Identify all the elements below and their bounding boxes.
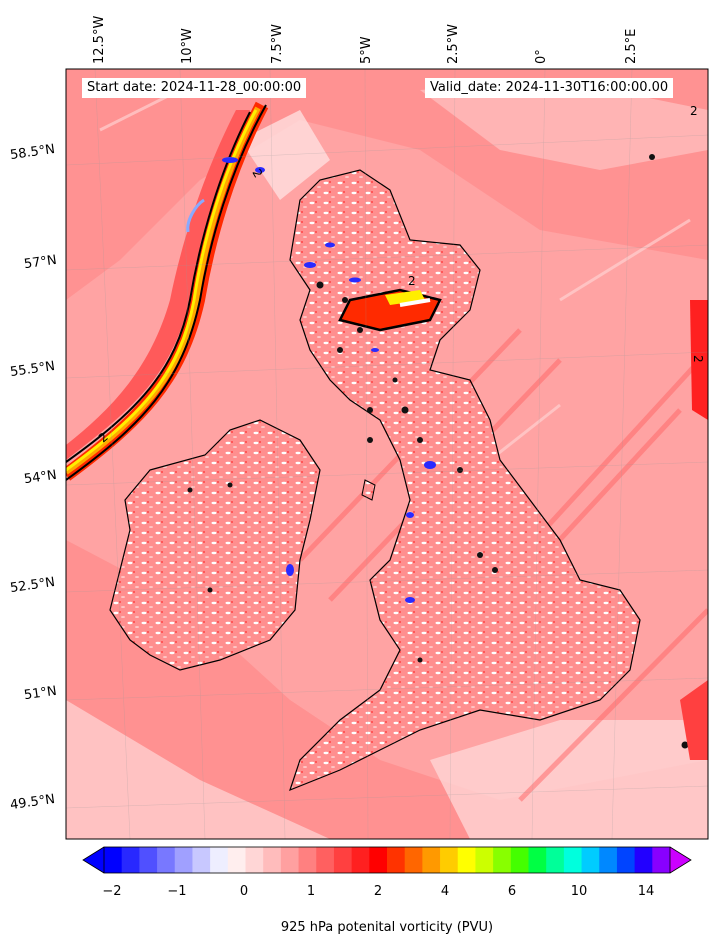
colorbar-swatch xyxy=(563,847,583,873)
colorbar-swatch xyxy=(245,847,264,873)
colorbar-swatch xyxy=(174,847,193,873)
colorbar-swatch xyxy=(227,847,246,873)
colorbar-tick-label: 6 xyxy=(507,884,517,899)
colorbar xyxy=(82,846,692,874)
valid-date-label: Valid_date: 2024-11-30T16:00:00.00 xyxy=(425,78,674,98)
colorbar-swatch xyxy=(121,847,140,873)
colorbar-swatch xyxy=(263,847,282,873)
colorbar-tick-label: 4 xyxy=(440,884,450,899)
lon-label-5w: 5°W xyxy=(359,36,374,64)
colorbar-swatch xyxy=(422,847,441,873)
colorbar-swatch xyxy=(616,847,636,873)
contour-label: 2 xyxy=(691,355,705,363)
colorbar-title: 925 hPa potenital vorticity (PVU) xyxy=(280,920,494,935)
colorbar-tick-label: −2 xyxy=(102,884,122,899)
colorbar-tick-label: −1 xyxy=(167,884,187,899)
colorbar-swatch xyxy=(157,847,176,873)
colorbar-swatch xyxy=(581,847,600,873)
map-border xyxy=(65,68,709,840)
colorbar-swatch xyxy=(528,847,547,873)
colorbar-swatch xyxy=(457,847,476,873)
ireland-outline xyxy=(109,419,321,671)
colorbar-swatch xyxy=(139,847,158,873)
colorbar-swatch xyxy=(404,847,423,873)
colorbar-swatch xyxy=(351,847,370,873)
colorbar-swatch xyxy=(652,847,671,873)
colorbar-swatch xyxy=(634,847,653,873)
colorbar-under-triangle xyxy=(83,847,104,873)
colorbar-swatch xyxy=(493,847,512,873)
colorbar-swatch xyxy=(298,847,317,873)
colorbar-swatch xyxy=(333,847,353,873)
lon-label-10w: 10°W xyxy=(180,28,195,64)
colorbar-swatch xyxy=(369,847,388,873)
colorbar-swatch xyxy=(210,847,229,873)
colorbar-tick-label: 2 xyxy=(373,884,383,899)
colorbar-swatch xyxy=(316,847,335,873)
colorbar-swatch xyxy=(546,847,565,873)
colorbar-swatch xyxy=(440,847,459,873)
colorbar-swatch xyxy=(475,847,494,873)
lon-label-2-5w: 2.5°W xyxy=(446,23,461,64)
lon-label-12-5w: 12.5°W xyxy=(92,15,107,64)
lon-label-0: 0° xyxy=(534,49,549,64)
colorbar-swatch xyxy=(104,847,123,873)
colorbar-tick-label: 10 xyxy=(570,884,588,899)
colorbar-swatch xyxy=(599,847,618,873)
colorbar-swatch xyxy=(280,847,300,873)
lon-label-2-5e: 2.5°E xyxy=(624,28,639,64)
start-date-label: Start date: 2024-11-28_00:00:00 xyxy=(82,78,307,98)
lon-label-7-5w: 7.5°W xyxy=(270,23,285,64)
colorbar-swatch xyxy=(192,847,211,873)
colorbar-swatch xyxy=(387,847,406,873)
colorbar-tick-label: 1 xyxy=(306,884,316,899)
colorbar-tick-label: 0 xyxy=(239,884,249,899)
colorbar-tick-label: 14 xyxy=(637,884,655,899)
contour-label: 2 xyxy=(408,274,416,288)
colorbar-over-triangle xyxy=(670,847,691,873)
map-plot-area: 2 2 2 2 2 xyxy=(66,69,708,839)
colorbar-swatch xyxy=(510,847,529,873)
contour-label: 2 xyxy=(690,104,698,118)
